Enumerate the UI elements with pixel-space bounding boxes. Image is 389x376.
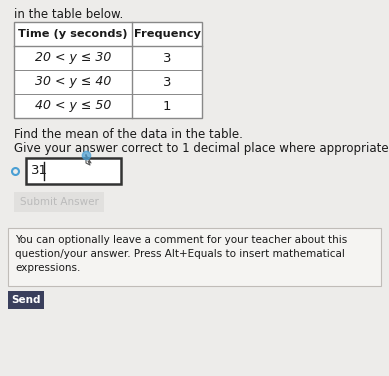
Text: 31: 31	[31, 165, 48, 177]
Text: Time (y seconds): Time (y seconds)	[18, 29, 128, 39]
Text: in the table below.: in the table below.	[14, 8, 123, 21]
Text: 40 < y ≤ 50: 40 < y ≤ 50	[35, 100, 111, 112]
Text: Find the mean of the data in the table.: Find the mean of the data in the table.	[14, 128, 243, 141]
Text: Submit Answer: Submit Answer	[19, 197, 98, 207]
Bar	[8, 228, 381, 286]
Text: Send: Send	[11, 295, 41, 305]
Bar	[14, 192, 104, 212]
Bar	[8, 291, 44, 309]
Text: 3: 3	[163, 52, 171, 65]
Bar	[14, 22, 202, 118]
Bar	[26, 158, 121, 184]
Text: 30 < y ≤ 40: 30 < y ≤ 40	[35, 76, 111, 88]
Text: 20 < y ≤ 30: 20 < y ≤ 30	[35, 52, 111, 65]
Text: 1: 1	[163, 100, 171, 112]
Text: 3: 3	[163, 76, 171, 88]
Text: Give your answer correct to 1 decimal place where appropriate.: Give your answer correct to 1 decimal pl…	[14, 142, 389, 155]
Text: You can optionally leave a comment for your teacher about this
question/your ans: You can optionally leave a comment for y…	[15, 235, 347, 273]
Text: Frequency: Frequency	[133, 29, 200, 39]
